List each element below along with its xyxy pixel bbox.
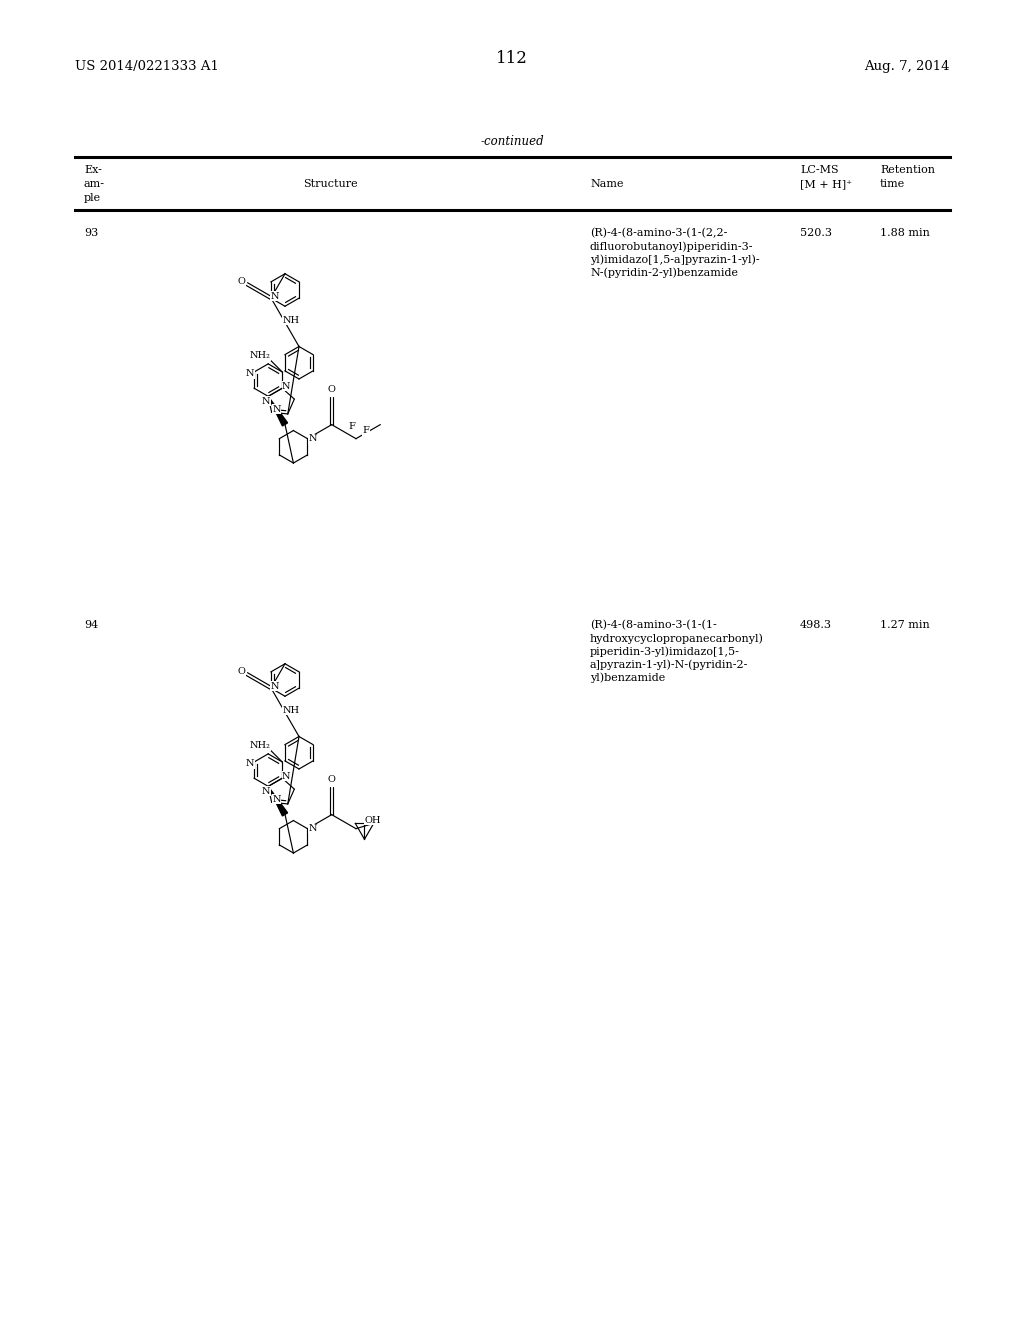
Text: 94: 94 — [84, 620, 98, 630]
Text: N: N — [282, 381, 291, 391]
Text: NH₂: NH₂ — [250, 351, 270, 360]
Text: LC-MS: LC-MS — [800, 165, 839, 176]
Text: (R)-4-(8-amino-3-(1-(2,2-: (R)-4-(8-amino-3-(1-(2,2- — [590, 228, 727, 239]
Text: F: F — [348, 422, 355, 432]
Text: ple: ple — [84, 193, 101, 203]
Text: N: N — [262, 397, 270, 405]
Text: time: time — [880, 180, 905, 189]
Text: O: O — [328, 775, 336, 784]
Text: 520.3: 520.3 — [800, 228, 831, 238]
Text: -continued: -continued — [480, 135, 544, 148]
Text: N: N — [270, 681, 280, 690]
Text: 1.27 min: 1.27 min — [880, 620, 930, 630]
Text: (R)-4-(8-amino-3-(1-(1-: (R)-4-(8-amino-3-(1-(1- — [590, 620, 717, 631]
Text: am-: am- — [84, 180, 105, 189]
Text: Retention: Retention — [880, 165, 935, 176]
Text: N: N — [246, 759, 254, 768]
Text: US 2014/0221333 A1: US 2014/0221333 A1 — [75, 59, 219, 73]
Text: NH₂: NH₂ — [250, 742, 270, 751]
Text: Ex-: Ex- — [84, 165, 101, 176]
Polygon shape — [268, 787, 288, 816]
Text: O: O — [328, 385, 336, 395]
Text: Name: Name — [590, 180, 624, 189]
Text: 498.3: 498.3 — [800, 620, 831, 630]
Text: Aug. 7, 2014: Aug. 7, 2014 — [864, 59, 950, 73]
Text: N: N — [272, 405, 281, 413]
Text: OH: OH — [365, 816, 381, 825]
Text: Structure: Structure — [303, 180, 357, 189]
Text: N-(pyridin-2-yl)benzamide: N-(pyridin-2-yl)benzamide — [590, 267, 738, 277]
Text: NH: NH — [283, 315, 300, 325]
Text: N: N — [308, 434, 316, 444]
Text: O: O — [238, 667, 246, 676]
Text: N: N — [262, 787, 270, 796]
Text: difluorobutanoyl)piperidin-3-: difluorobutanoyl)piperidin-3- — [590, 242, 754, 252]
Text: a]pyrazin-1-yl)-N-(pyridin-2-: a]pyrazin-1-yl)-N-(pyridin-2- — [590, 659, 749, 669]
Text: N: N — [272, 795, 281, 804]
Text: N: N — [246, 370, 254, 379]
Text: piperidin-3-yl)imidazo[1,5-: piperidin-3-yl)imidazo[1,5- — [590, 645, 740, 656]
Text: 93: 93 — [84, 228, 98, 238]
Text: O: O — [238, 276, 246, 285]
Polygon shape — [268, 396, 288, 426]
Text: N: N — [270, 292, 280, 301]
Text: 112: 112 — [496, 50, 528, 67]
Text: [M + H]⁺: [M + H]⁺ — [800, 180, 852, 189]
Text: yl)imidazo[1,5-a]pyrazin-1-yl)-: yl)imidazo[1,5-a]pyrazin-1-yl)- — [590, 253, 760, 264]
Text: yl)benzamide: yl)benzamide — [590, 672, 666, 682]
Text: N: N — [308, 824, 316, 833]
Text: F: F — [362, 426, 370, 436]
Text: hydroxycyclopropanecarbonyl): hydroxycyclopropanecarbonyl) — [590, 634, 764, 644]
Text: 1.88 min: 1.88 min — [880, 228, 930, 238]
Text: N: N — [282, 772, 291, 780]
Text: NH: NH — [283, 706, 300, 714]
